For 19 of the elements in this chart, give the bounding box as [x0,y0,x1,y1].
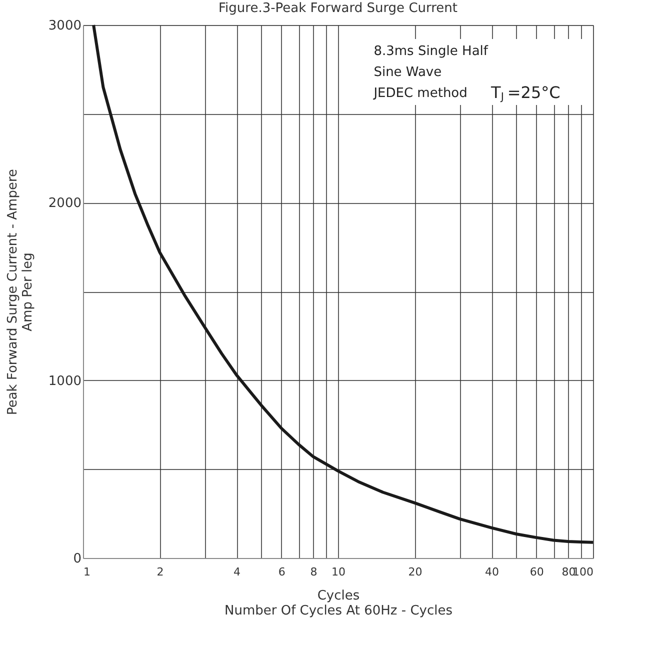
x-tick-label: 10 [332,566,346,578]
x-tick-label: 4 [234,566,241,578]
y-tick-label: 0 [73,552,82,566]
x-tick-label: 20 [408,566,422,578]
x-tick-label: 6 [278,566,286,578]
x-axis-title: Cycles Number Of Cycles At 60Hz - Cycles [224,588,453,618]
annotation: Sine Wave [374,65,442,80]
annotation: 8.3ms Single Half [374,44,488,59]
x-tick-label: 60 [530,566,544,578]
chart-title: Figure.3-Peak Forward Surge Current [218,1,458,16]
y-tick-label: 2000 [48,196,82,212]
annotation: JEDEC method [372,86,468,101]
x-tick-label: 2 [156,566,164,578]
x-tick-label: 8 [310,566,318,578]
x-tick-label: 40 [485,566,500,578]
y-axis-title: Peak Forward Surge Current - Ampere Amp Per leg [5,168,36,416]
y-tick-label: 1000 [48,374,82,389]
x-tick-label: 1 [84,566,90,578]
y-tick-label: 3000 [48,18,82,34]
